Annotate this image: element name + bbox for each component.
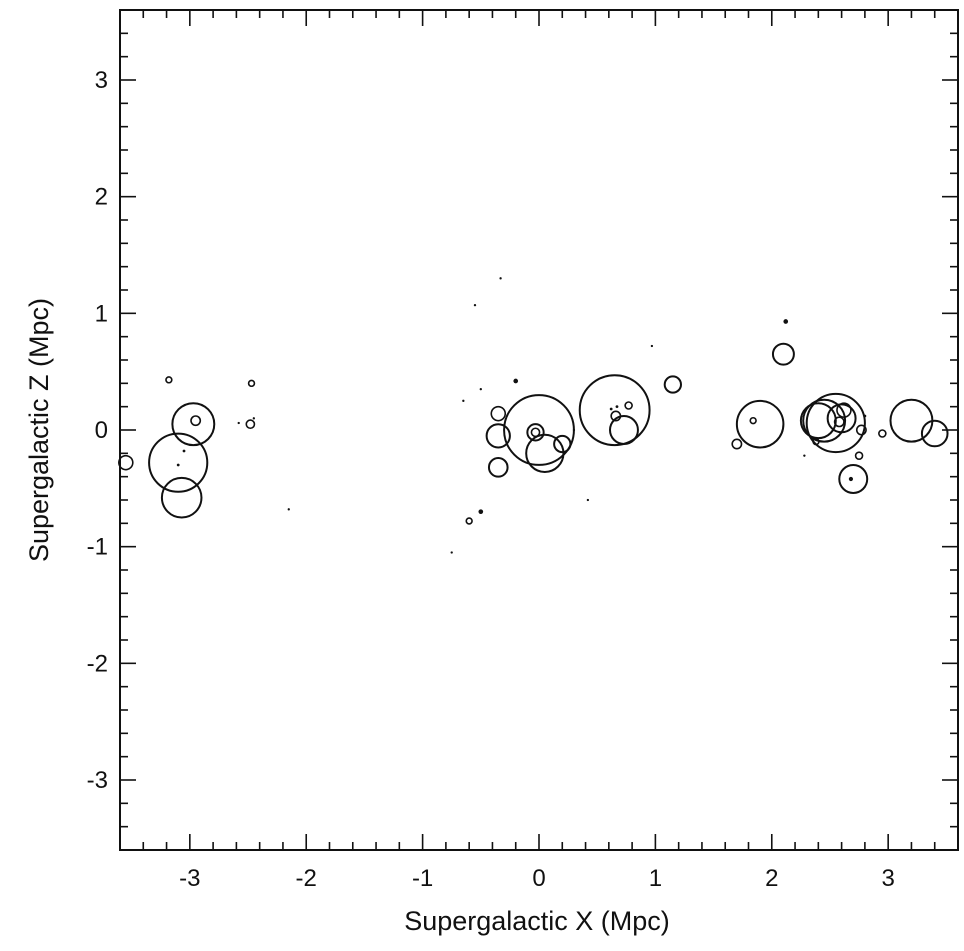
galaxy-circle	[118, 454, 134, 471]
galaxy-circle	[799, 402, 837, 440]
galaxy-point	[176, 463, 180, 467]
galaxy-point	[863, 414, 867, 418]
galaxy-circle	[805, 392, 866, 454]
galaxy-point	[478, 509, 484, 514]
galaxy-point	[615, 405, 619, 409]
galaxy-circle	[663, 375, 682, 394]
galaxy-circle	[836, 402, 852, 418]
galaxy-circle	[171, 402, 216, 447]
x-axis-title: Supergalactic X (Mpc)	[404, 906, 670, 936]
galaxy-point	[650, 344, 654, 348]
galaxy-circle	[802, 398, 847, 443]
galaxy-point	[182, 449, 186, 453]
plot-frame	[119, 9, 959, 851]
galaxy-point	[609, 407, 613, 411]
galaxy-circle	[878, 429, 887, 438]
y-tick-label: 0	[95, 417, 108, 444]
galaxy-circle	[553, 434, 572, 454]
x-tick-label: 2	[765, 865, 778, 892]
galaxy-circle	[525, 433, 565, 473]
x-tick-label: 3	[881, 865, 894, 892]
galaxy-point	[287, 508, 290, 511]
y-tick-label: 2	[95, 184, 108, 211]
x-tick-label: 1	[649, 865, 662, 892]
x-tick-label: -2	[296, 865, 317, 892]
y-tick-label: -2	[87, 650, 108, 677]
galaxy-point	[479, 388, 482, 391]
galaxy-circle	[731, 438, 743, 450]
galaxy-circle	[490, 405, 507, 422]
galaxy-point	[450, 551, 453, 554]
galaxy-circle	[855, 424, 867, 436]
galaxy-circle	[735, 399, 785, 449]
galaxy-circle	[812, 437, 820, 446]
y-axis-title: Supergalactic Z (Mpc)	[24, 298, 54, 562]
galaxy-point	[783, 319, 789, 324]
galaxy-circle	[487, 457, 509, 478]
galaxy-circle	[160, 476, 203, 519]
y-tick-label: -3	[87, 767, 108, 794]
galaxy-circle	[485, 423, 511, 449]
data-points	[118, 277, 949, 554]
galaxy-circle	[148, 432, 209, 493]
x-tick-label: -3	[179, 865, 200, 892]
tick-labels: -3 -2 -1 0 1 2 3 -3 -2 -1 0 1 2 3	[87, 67, 895, 892]
galaxy-circle	[833, 416, 845, 428]
galaxy-point	[586, 498, 590, 502]
x-tick-label: -1	[412, 865, 433, 892]
galaxy-circle	[247, 379, 256, 388]
galaxy-point	[499, 277, 502, 280]
galaxy-circle	[190, 415, 202, 427]
galaxy-point	[462, 399, 465, 402]
galaxy-circle	[610, 410, 622, 422]
galaxy-circle	[526, 423, 545, 442]
galaxy-circle	[165, 376, 173, 384]
galaxy-circle	[624, 401, 633, 410]
galaxy-point	[237, 421, 240, 425]
x-tick-label: 0	[532, 865, 545, 892]
galaxy-point	[803, 454, 806, 457]
galaxy-point	[572, 428, 576, 432]
galaxy-point	[252, 417, 256, 420]
galaxy-circle	[920, 419, 949, 448]
y-tick-label: 3	[95, 67, 108, 94]
galaxy-circle	[465, 517, 473, 525]
galaxy-point	[473, 304, 477, 307]
galaxy-circle	[771, 342, 795, 366]
galaxy-circle	[889, 398, 934, 443]
galaxy-circle	[749, 416, 757, 425]
galaxy-circle	[854, 451, 864, 460]
galaxy-circle	[838, 464, 869, 494]
y-tick-label: 1	[95, 300, 108, 327]
galaxy-circle	[578, 374, 651, 447]
galaxy-circle	[608, 415, 639, 445]
y-tick-label: -1	[87, 534, 108, 561]
galaxy-circle	[245, 419, 256, 430]
galaxy-point	[513, 378, 519, 384]
galaxy-point	[848, 476, 854, 482]
